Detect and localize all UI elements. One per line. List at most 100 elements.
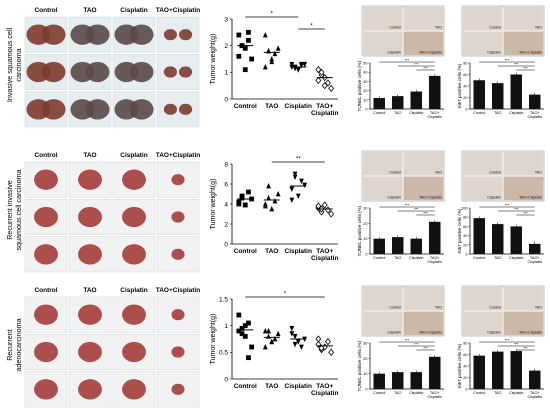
scatter-category-label: TAO+ Cisplatin [311, 248, 338, 262]
scatter-point [246, 320, 251, 326]
scatter-point [315, 66, 322, 74]
scatter-category-line: Control [234, 248, 257, 255]
tunel-chart-category-label: TAO [394, 111, 402, 115]
scatter-point [266, 328, 271, 334]
micrograph-tile [362, 176, 403, 201]
ki67-chart-y-tick-label: 80 [463, 62, 467, 66]
tunel-chart-bar [392, 237, 404, 254]
panel-row-1: Recurrent invasivesquamous cell carcinom… [5, 150, 545, 273]
tunel-chart-category-line: Cisplatin [427, 115, 442, 119]
tunel-chart-bar [373, 238, 385, 254]
tumor-sample [85, 24, 110, 45]
ki67-chart-significance-label: *** [523, 211, 528, 215]
micrograph-tile [462, 311, 503, 336]
scatter-y-tick-label: 2 [224, 221, 228, 228]
tunel-chart-y-tick-label: 10 [363, 372, 367, 376]
micrograph-label: Cisplatin [387, 196, 401, 200]
tunel-chart-y-tick-label: 30 [363, 342, 367, 346]
tumor-sample [171, 248, 185, 260]
scatter-point [262, 64, 268, 70]
scatter-point [299, 344, 304, 350]
tunel-chart-category-label: Control [373, 391, 385, 395]
tunel-chart-category-line: TAO+ [430, 391, 441, 395]
ki67-chart-y-label: Ki67 positive cells (%) [457, 63, 462, 108]
tunel-chart-y-tick-label: 20 [363, 222, 367, 226]
micrograph-label: Control [489, 171, 501, 175]
ki67-chart-category-label: Cisplatin [509, 391, 524, 395]
tunel-chart-category-label: Cisplatin [409, 256, 424, 260]
scatter-point [266, 183, 271, 189]
ki67-chart-bar [510, 74, 522, 109]
scatter-y-tick-label: 0 [224, 241, 228, 248]
micrograph-tile [462, 31, 503, 56]
significance-label: ** [296, 157, 301, 163]
tunel-chart-significance-label: *** [414, 342, 419, 346]
scatter-category-label: TAO [265, 383, 278, 390]
scatter-point [269, 206, 275, 212]
scatter-point [289, 186, 295, 192]
ki67-chart-category-label: TAO+ Cisplatin [527, 391, 542, 399]
tumor-photo [156, 54, 200, 90]
scatter-point [266, 333, 271, 339]
ki67-chart-bar [492, 224, 504, 254]
ki67-chart-category-label: Control [473, 256, 485, 260]
tunel-chart-category-line: Cisplatin [409, 256, 424, 260]
micrograph-tile [503, 6, 544, 31]
micrograph-tile [462, 6, 503, 31]
tunel-chart-category-label: TAO+ Cisplatin [427, 391, 442, 399]
tumor-sample [163, 29, 178, 41]
significance-label: * [310, 24, 313, 30]
micrograph-tile [503, 31, 544, 56]
scatter-point [275, 330, 281, 337]
tumor-sample [78, 206, 102, 228]
scatter-point [262, 203, 268, 209]
ki67-chart-category-label: TAO+ Cisplatin [527, 111, 542, 119]
ki67-chart-y-tick-label: 40 [463, 234, 467, 238]
tunel-chart-significance-label: *** [423, 66, 428, 70]
micrograph-label: Cisplatin [487, 51, 501, 55]
ki67-chart-category-line: Cisplatin [527, 395, 542, 399]
scatter-point [246, 355, 251, 361]
tunel-chart-bar [392, 96, 404, 109]
scatter-point [289, 197, 295, 203]
ki67-chart-category-line: TAO+ [530, 111, 541, 115]
photo-header: Control [34, 152, 57, 159]
tunel-chart-category-label: TAO [394, 391, 402, 395]
micrograph-tile [462, 176, 503, 201]
ki67-chart-y-tick-label: 0 [465, 108, 467, 112]
scatter-point [321, 82, 328, 90]
scatter-category-line: Cisplatin [285, 103, 312, 110]
tunel-chart-significance-label: *** [405, 58, 410, 62]
scatter-category-label: Cisplatin [285, 383, 312, 390]
micrograph-tile [503, 151, 544, 176]
scatter-category-line: TAO [265, 103, 278, 110]
micrograph-label: Control [389, 306, 401, 310]
tumor-sample [171, 174, 185, 186]
scatter-point [239, 325, 245, 331]
scatter-point [295, 339, 301, 345]
ki67-chart-significance-label: *** [514, 342, 519, 346]
scatter-point [325, 206, 331, 214]
ki67-chart-category-line: Cisplatin [527, 260, 542, 264]
panel-row-0: Invasive squamous cellcarcinoma Control TA… [5, 5, 545, 128]
scatter-point [299, 178, 304, 184]
tumor-photo [68, 334, 112, 370]
scatter-y-tick-label: 1.5 [219, 296, 228, 303]
scatter-point [242, 45, 248, 51]
scatter-point [302, 61, 308, 68]
ki67-chart-bar [473, 355, 485, 389]
micrograph-label: Cisplatin [387, 331, 401, 335]
micrograph-label: TAO+Cisplatin [419, 196, 442, 200]
tunel-chart-category-line: TAO [394, 391, 402, 395]
tunel-chart-category-label: TAO+ Cisplatin [427, 111, 442, 119]
ki67-chart-bar [529, 94, 541, 109]
ki67-chart-category-label: TAO [494, 391, 502, 395]
micrograph-tile [362, 151, 403, 176]
scatter-point [299, 61, 304, 68]
tunel-chart-category-line: Cisplatin [427, 260, 442, 264]
micrograph-tile [403, 151, 444, 176]
tunel-chart-category-label: TAO+ Cisplatin [427, 256, 442, 264]
tunel-chart-significance-label: *** [423, 211, 428, 215]
photo-header: Cisplatin [120, 7, 147, 14]
